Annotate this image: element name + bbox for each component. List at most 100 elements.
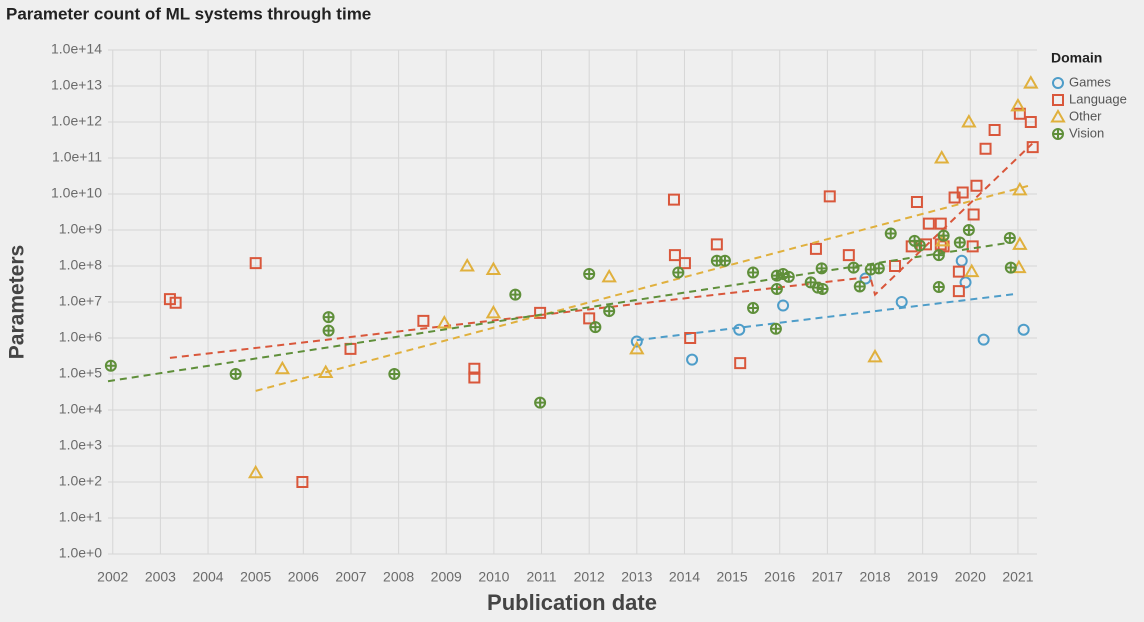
data-point — [249, 257, 262, 270]
data-point — [1003, 232, 1016, 244]
data-point — [952, 265, 965, 278]
data-point — [534, 306, 547, 319]
data-point — [583, 268, 596, 280]
y-tick-label: 1.0e+5 — [59, 365, 102, 381]
data-point — [770, 269, 783, 282]
data-point — [966, 240, 979, 253]
x-tick-label: 2012 — [574, 569, 605, 585]
data-point — [956, 186, 969, 199]
legend-label: Other — [1069, 108, 1102, 123]
data-point — [417, 314, 430, 327]
data-point — [952, 285, 965, 298]
data-point — [459, 257, 475, 272]
data-point — [485, 261, 502, 275]
data-point — [823, 190, 836, 203]
data-point — [686, 353, 699, 366]
x-tick-label: 2003 — [145, 569, 176, 585]
x-tick-label: 2004 — [192, 569, 223, 585]
data-point — [629, 340, 645, 355]
data-point — [274, 360, 291, 375]
data-point — [872, 262, 885, 275]
data-point — [895, 296, 908, 308]
x-tick-label: 2005 — [240, 569, 271, 585]
data-point — [229, 368, 242, 380]
legend-label: Games — [1069, 74, 1111, 89]
data-point — [867, 348, 883, 363]
y-tick-label: 1.0e+4 — [59, 401, 102, 417]
data-point — [988, 123, 1001, 136]
data-point — [1012, 236, 1028, 250]
data-point — [948, 191, 961, 204]
x-tick-label: 2008 — [383, 569, 414, 585]
data-point — [884, 227, 897, 240]
y-tick-label: 1.0e+7 — [59, 293, 102, 309]
x-tick-label: 2007 — [335, 569, 366, 585]
y-tick-label: 1.0e+2 — [59, 473, 102, 489]
trend-line — [255, 183, 1033, 392]
chart-title: Parameter count of ML systems through ti… — [6, 4, 371, 23]
x-tick-label: 2002 — [97, 569, 128, 585]
data-point — [815, 262, 828, 275]
x-tick-label: 2013 — [621, 569, 652, 585]
data-point — [317, 364, 334, 379]
data-point — [468, 371, 481, 384]
data-point — [777, 299, 790, 312]
data-point — [534, 396, 547, 409]
data-point — [678, 257, 691, 270]
y-tick-label: 1.0e+8 — [59, 257, 102, 273]
y-tick-label: 1.0e+1 — [59, 509, 102, 525]
data-point — [809, 242, 822, 255]
x-tick-label: 2009 — [431, 569, 462, 585]
legend-title: Domain — [1051, 50, 1102, 66]
y-tick-label: 1.0e+13 — [51, 77, 102, 93]
data-point — [913, 239, 926, 252]
legend-marker — [1050, 108, 1066, 123]
data-point — [684, 332, 697, 344]
data-point — [770, 283, 783, 295]
data-point — [169, 296, 182, 309]
data-point — [436, 315, 453, 329]
data-point — [603, 305, 616, 317]
y-tick-label: 1.0e+6 — [59, 329, 102, 345]
x-tick-label: 2020 — [955, 569, 986, 585]
data-point — [769, 322, 782, 335]
data-point — [955, 254, 968, 267]
legend-marker — [1052, 77, 1065, 89]
data-point — [910, 195, 923, 208]
data-point — [672, 266, 685, 279]
data-point — [1010, 97, 1026, 112]
y-tick-label: 1.0e+10 — [51, 185, 102, 201]
x-tick-label: 2014 — [669, 569, 700, 585]
trend-line — [636, 292, 1019, 342]
data-point — [630, 335, 643, 348]
data-point — [1012, 181, 1028, 196]
y-tick-label: 1.0e+0 — [59, 545, 102, 561]
data-point — [104, 359, 117, 372]
data-point — [710, 238, 723, 251]
data-point — [247, 464, 264, 479]
data-point — [589, 321, 602, 334]
data-point — [747, 302, 760, 314]
y-tick-label: 1.0e+12 — [51, 113, 102, 129]
data-point — [734, 357, 747, 370]
x-axis-label: Publication date — [487, 590, 657, 615]
x-tick-label: 2019 — [907, 569, 938, 585]
legend-label: Language — [1069, 91, 1127, 106]
x-tick-label: 2015 — [717, 569, 748, 585]
data-point — [583, 312, 596, 325]
data-point — [1024, 116, 1037, 128]
data-point — [937, 229, 950, 242]
legend-marker — [1052, 94, 1064, 106]
data-point — [953, 236, 966, 249]
data-point — [932, 281, 945, 293]
data-point — [979, 142, 992, 155]
data-point — [782, 270, 795, 283]
data-point — [962, 224, 975, 236]
data-point — [485, 304, 502, 319]
x-tick-label: 2010 — [478, 569, 509, 585]
y-tick-label: 1.0e+3 — [59, 437, 102, 453]
data-point — [922, 217, 935, 230]
x-tick-label: 2018 — [859, 569, 890, 585]
data-point — [296, 476, 309, 488]
